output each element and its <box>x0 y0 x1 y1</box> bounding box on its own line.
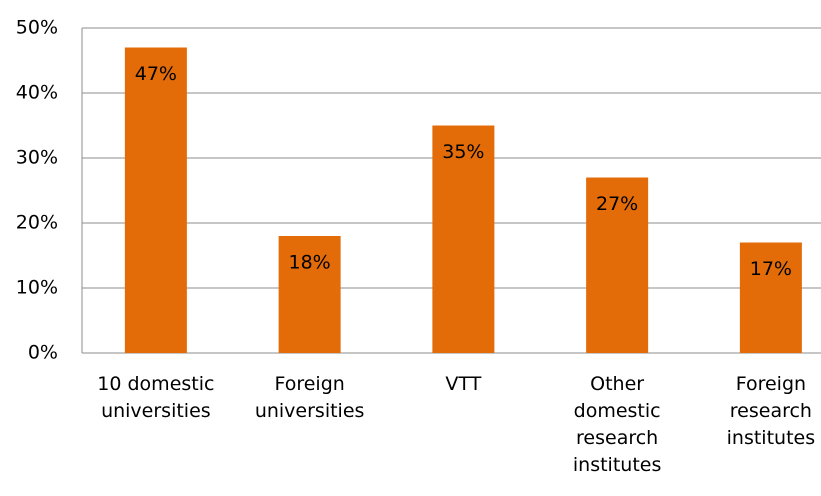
x-tick-label: Other domestic research institutes <box>572 373 662 476</box>
bar <box>739 242 802 353</box>
y-tick-label: 30% <box>16 147 58 169</box>
y-tick-label: 0% <box>28 342 58 364</box>
bar <box>432 125 495 353</box>
value-label: 27% <box>596 193 638 215</box>
x-tick-label: Foreign research institutes <box>726 373 816 449</box>
value-label: 35% <box>442 141 484 163</box>
value-label: 18% <box>289 252 331 274</box>
y-tick-label: 20% <box>16 212 58 234</box>
value-label: 47% <box>135 63 177 85</box>
y-tick-label: 50% <box>16 17 58 39</box>
value-label: 17% <box>750 258 792 280</box>
x-tick-label: 10 domestic universities <box>97 373 215 422</box>
x-tick-label: VTT <box>445 373 482 395</box>
y-tick-label: 10% <box>16 277 58 299</box>
y-tick-label: 40% <box>16 82 58 104</box>
bar <box>278 236 341 353</box>
x-tick-label: Foreign universities <box>254 373 365 422</box>
bar <box>124 47 187 353</box>
bar <box>586 177 649 353</box>
